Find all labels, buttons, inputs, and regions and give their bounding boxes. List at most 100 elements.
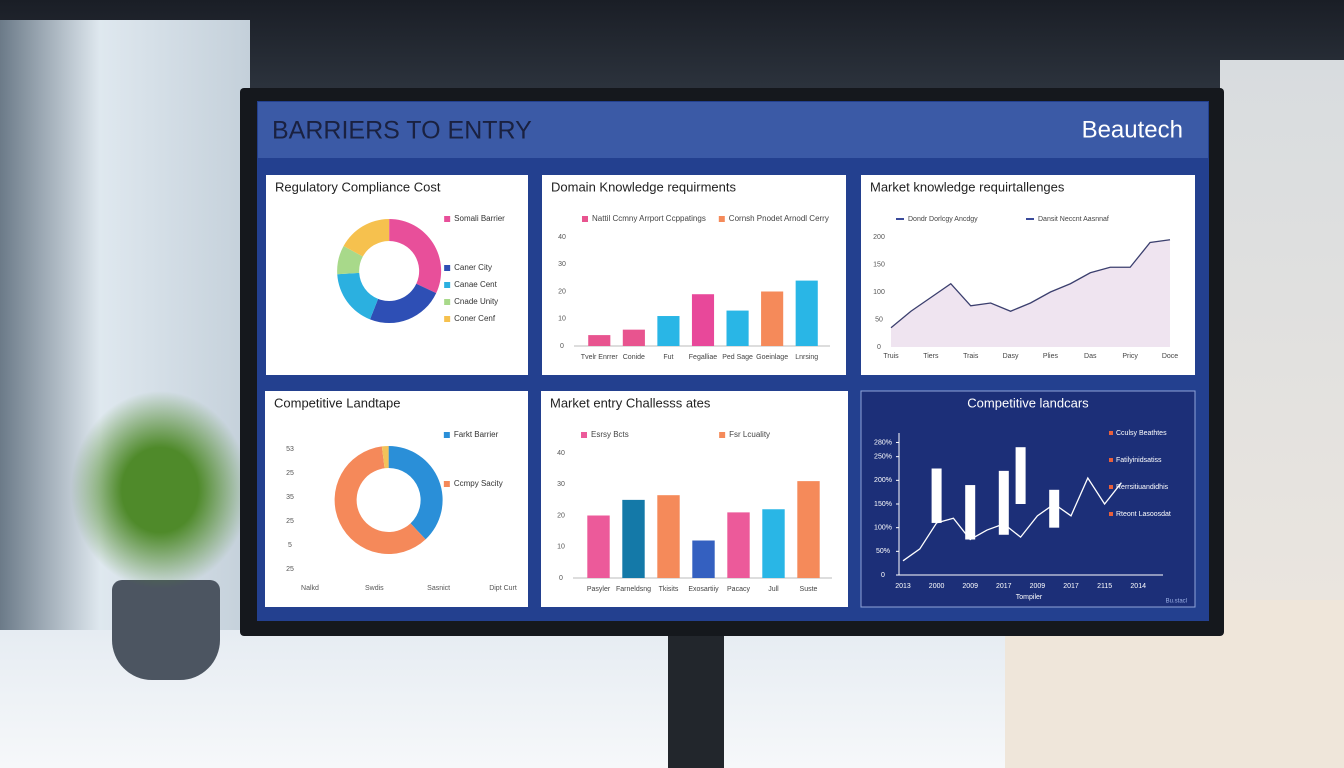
x-tick-label: Conide [623,354,645,361]
legend-label: Farkt Barrier [454,430,499,439]
y-tick-label: 100 [873,289,885,296]
side-label: 25 [286,470,294,477]
legend-swatch [719,432,726,438]
line [902,476,1122,562]
panel [266,175,528,375]
legend-swatch [443,481,450,487]
panel-title: Market entry Challesss ates [550,395,711,410]
bottom-label: Nalkd [301,585,319,592]
bar [622,329,645,346]
x-tick-label: 2000 [929,583,945,590]
legend-label: Ccmpy Sacity [454,479,503,488]
x-tick-label: Exosartiiy [688,586,719,593]
y-tick-label: 20 [558,288,566,295]
legend-swatch [1109,458,1113,462]
area [891,239,1170,347]
bottom-label: Swdis [365,585,384,592]
legend-swatch [582,216,588,222]
y-tick-label: 30 [558,261,566,268]
x-tick-label: 2014 [1130,583,1146,590]
bar [797,481,820,578]
legend-swatch [444,282,451,288]
donut-slice [334,446,426,555]
y-tick-label: 0 [877,344,881,351]
y-tick-label: 100% [874,525,892,532]
y-tick-label: 0 [560,343,564,350]
donut-slice [388,446,443,540]
legend-label: Rerrsitiuandidhis [1116,484,1169,491]
bar [761,291,784,346]
x-tick-label: Truis [883,353,899,360]
bar [622,499,645,578]
y-tick-label: 40 [558,234,566,241]
donut-slice [343,219,390,257]
panel-title: Regulatory Compliance Cost [275,179,441,194]
legend-swatch [444,316,451,322]
donut-slice [337,272,379,320]
bar [657,316,680,346]
panel [265,391,528,607]
y-tick-label: 40 [557,450,565,457]
bottom-label: Sasnict [427,585,450,592]
plant [70,390,250,590]
x-tick-label: Goeinlage [756,354,788,361]
side-label: 25 [286,566,294,573]
y-tick-label: 200% [874,477,892,484]
legend-label: Coner Cenf [454,314,496,323]
bar [727,512,750,578]
legend-swatch [581,432,587,438]
y-tick-label: 10 [557,544,565,551]
x-tick-label: 2013 [895,583,911,590]
legend-label: Fatilyinidsatiss [1116,457,1162,464]
panel [860,390,1196,608]
legend-label: Somali Barrier [454,214,505,223]
x-tick-label: Doce [1162,353,1178,360]
range-bar [998,470,1009,535]
bar [587,515,610,578]
x-tick-label: Pacacy [727,586,750,593]
x-tick-label: Das [1084,353,1097,360]
x-tick-label: Lnrsing [795,354,818,361]
side-label: 35 [286,494,294,501]
x-tick-label: Dasy [1003,353,1019,360]
legend-swatch [718,216,725,222]
footnote: Bu.stacl [1166,599,1187,605]
legend-label: Dondr Dorlcgy Ancdgy [908,216,978,223]
donut-slice [389,219,442,294]
panel-title: Domain Knowledge requirments [551,179,736,194]
x-tick-label: Farneldsng [616,586,651,593]
legend-swatch [1109,431,1113,435]
legend-swatch [444,216,451,222]
legend-swatch [1109,485,1113,489]
range-bar [965,485,976,540]
bar [726,310,749,346]
line [890,239,1171,329]
legend-swatch [1109,512,1113,516]
bar [692,540,715,578]
x-tick-label: 2115 [1097,583,1112,590]
plant-pot [112,580,220,680]
bottom-label: Dipt Curt [489,585,517,592]
x-tick-label: Jull [768,586,779,593]
x-tick-label: Tvelr Enrrer [581,354,619,361]
y-tick-label: 280% [874,439,892,446]
y-tick-label: 150 [873,261,885,268]
x-tick-label: 2009 [1030,583,1046,590]
y-tick-label: 50% [876,548,890,555]
y-tick-label: 50 [875,316,883,323]
x-tick-label: Fegalliae [689,354,718,361]
side-label: 5 [288,542,292,549]
x-tick-label: Trais [963,353,979,360]
header-bar [258,102,1208,158]
side-label: 25 [286,518,294,525]
x-tick-label: Suste [800,586,818,593]
legend-label: Cornsh Pnodet Arnodl Cerry [729,214,829,223]
brand: Beautech [1082,116,1183,143]
legend-label: Cculsy Beathtes [1116,430,1167,437]
legend-swatch [443,432,450,438]
bar [691,294,715,346]
x-tick-label: 2017 [996,583,1012,590]
bar [795,280,818,346]
